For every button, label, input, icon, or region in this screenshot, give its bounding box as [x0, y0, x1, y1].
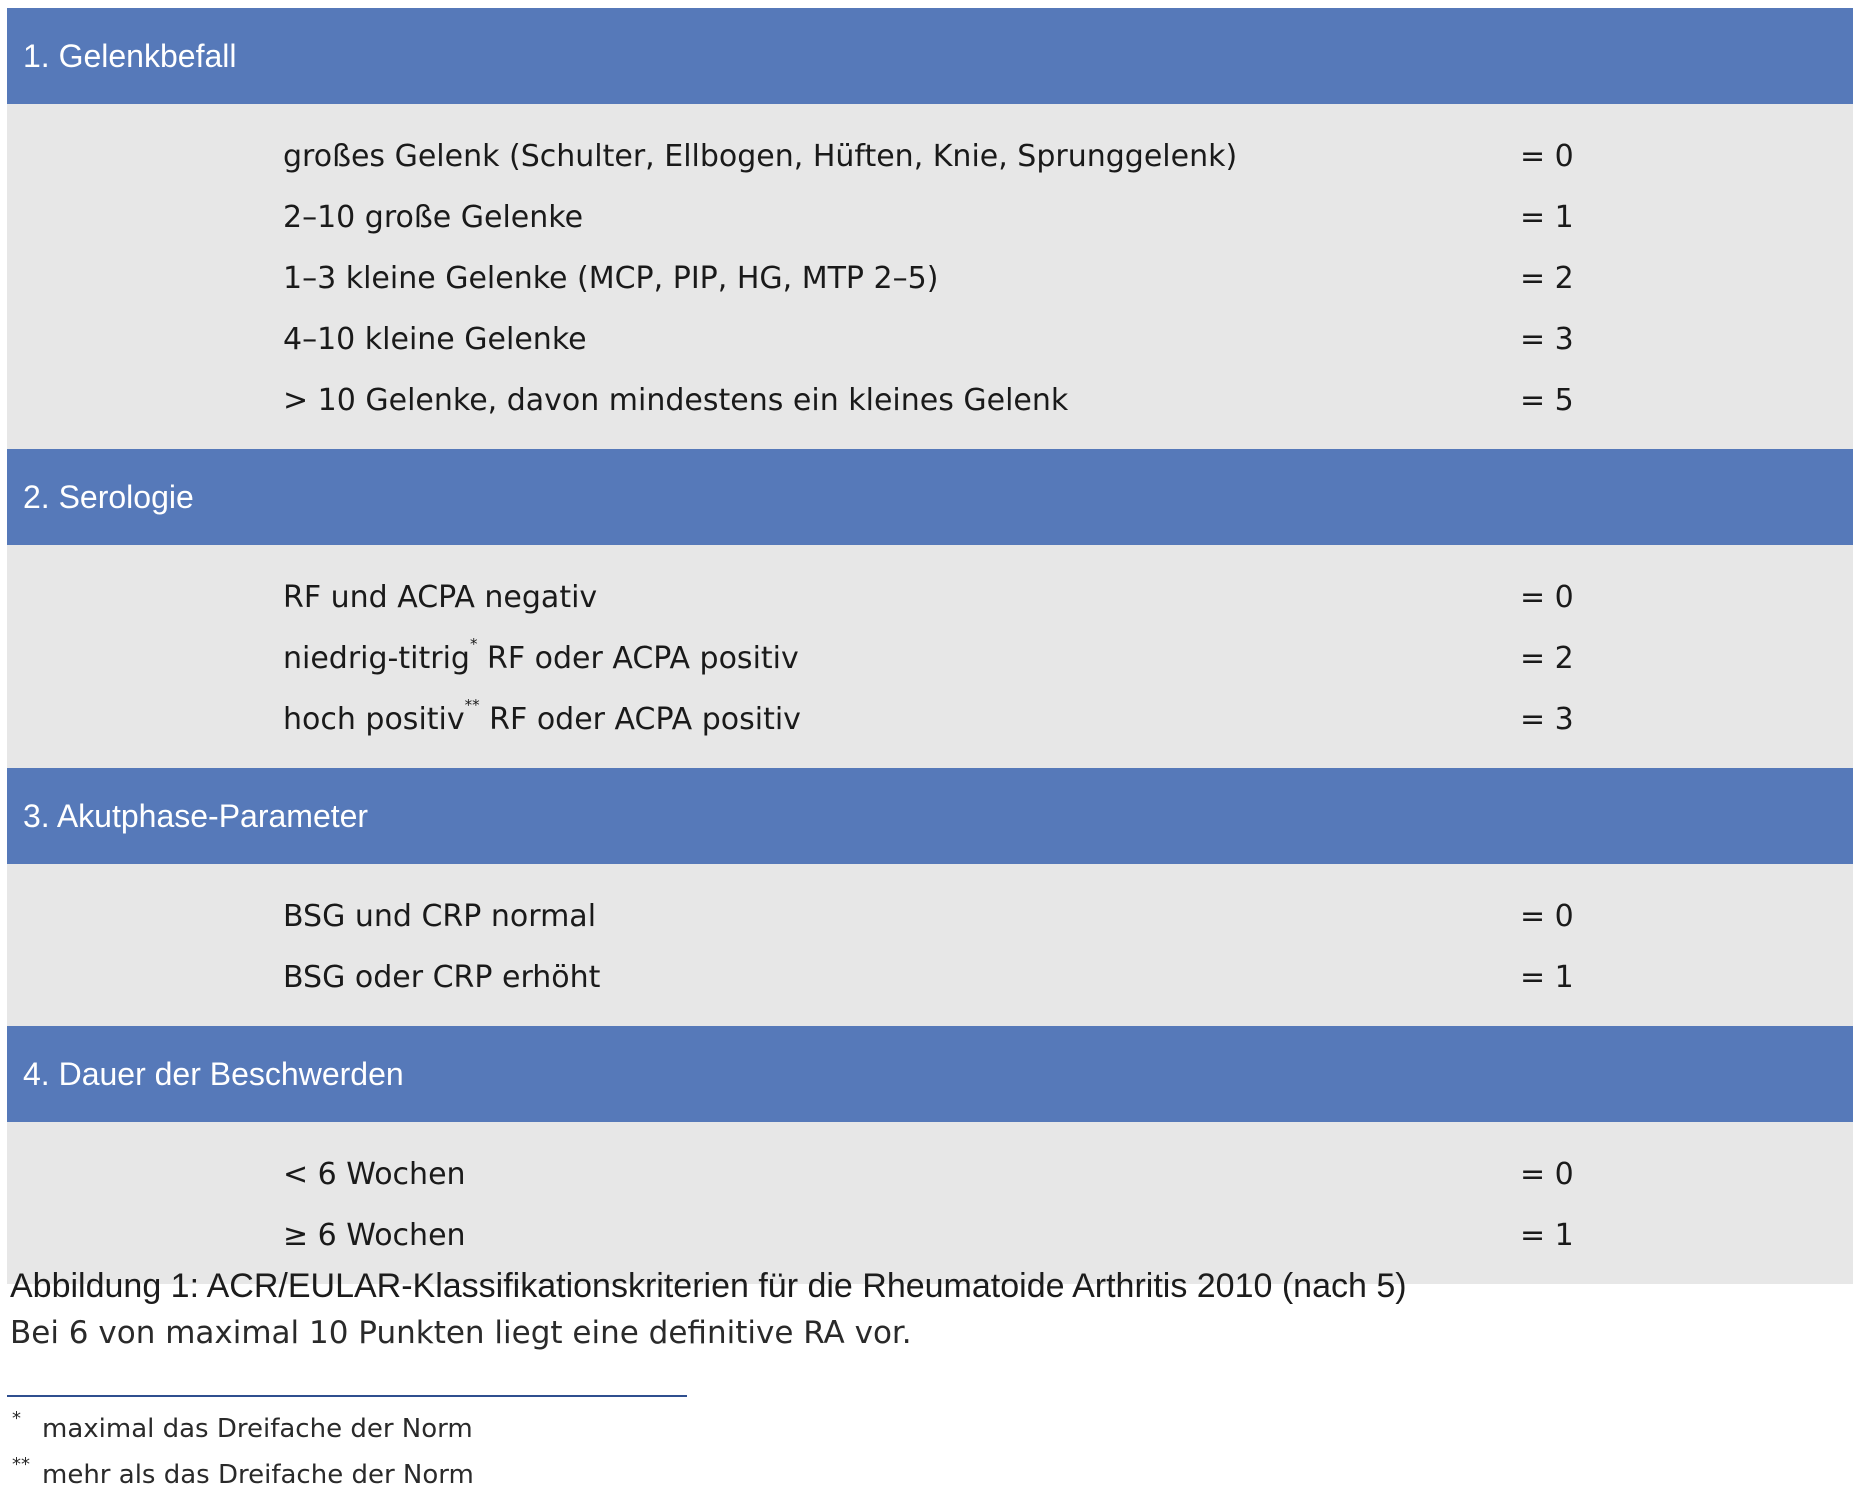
criterion-text: > 10 Gelenke, davon mindestens ein klein… — [283, 383, 1069, 418]
section-serologie: 2. Serologie RF und ACPA negativ = 0 nie… — [7, 449, 1853, 768]
criterion-text: BSG und CRP normal — [283, 899, 597, 934]
section-dauer: 4. Dauer der Beschwerden < 6 Wochen = 0 … — [7, 1026, 1853, 1284]
criterion-text: RF und ACPA negativ — [283, 580, 598, 615]
criterion-row: RF und ACPA negativ = 0 — [7, 567, 1853, 628]
section-title: 2. Serologie — [23, 478, 194, 515]
criterion-text: 4–10 kleine Gelenke — [283, 322, 587, 357]
section-body: RF und ACPA negativ = 0 niedrig-titrig* … — [7, 545, 1853, 768]
section-body: < 6 Wochen = 0 ≥ 6 Wochen = 1 — [7, 1122, 1853, 1284]
footnote-mark: ** — [12, 1454, 30, 1475]
footnote-text: mehr als das Dreifache der Norm — [42, 1460, 474, 1490]
footnote-divider — [7, 1395, 687, 1397]
criterion-row: ≥ 6 Wochen = 1 — [7, 1205, 1853, 1266]
criterion-text: 1–3 kleine Gelenke (MCP, PIP, HG, MTP 2–… — [283, 261, 939, 296]
section-header: 1. Gelenkbefall — [7, 8, 1853, 104]
criterion-text: < 6 Wochen — [283, 1157, 466, 1192]
criterion-row: BSG oder CRP erhöht = 1 — [7, 947, 1853, 1008]
footnote-marker: ** — [464, 696, 480, 714]
criterion-text: niedrig-titrig* RF oder ACPA positiv — [283, 635, 799, 676]
section-body: großes Gelenk (Schulter, Ellbogen, Hüfte… — [7, 104, 1853, 449]
section-title: 3. Akutphase-Parameter — [23, 797, 369, 834]
criterion-text: BSG oder CRP erhöht — [283, 960, 601, 995]
section-body: BSG und CRP normal = 0 BSG oder CRP erhö… — [7, 864, 1853, 1026]
criterion-text: großes Gelenk (Schulter, Ellbogen, Hüfte… — [283, 139, 1238, 174]
criterion-score: = 2 — [1520, 641, 1574, 676]
footnote-text: maximal das Dreifache der Norm — [42, 1414, 473, 1444]
section-title: 1. Gelenkbefall — [23, 37, 237, 74]
footnote-mark: * — [12, 1408, 21, 1429]
criterion-row: hoch positiv** RF oder ACPA positiv = 3 — [7, 689, 1853, 750]
criterion-score: = 5 — [1520, 383, 1574, 418]
section-header: 3. Akutphase-Parameter — [7, 768, 1853, 864]
criterion-row: BSG und CRP normal = 0 — [7, 886, 1853, 947]
criterion-score: = 0 — [1520, 899, 1574, 934]
footnote-marker: * — [469, 635, 478, 653]
criterion-score: = 0 — [1520, 139, 1574, 174]
criteria-table: 1. Gelenkbefall großes Gelenk (Schulter,… — [7, 8, 1853, 1284]
criterion-score: = 3 — [1520, 702, 1574, 737]
criterion-score: = 1 — [1520, 960, 1574, 995]
criterion-row: niedrig-titrig* RF oder ACPA positiv = 2 — [7, 628, 1853, 689]
section-title: 4. Dauer der Beschwerden — [23, 1055, 404, 1092]
criterion-score: = 3 — [1520, 322, 1574, 357]
criterion-row: < 6 Wochen = 0 — [7, 1144, 1853, 1205]
caption-title: Abbildung 1: ACR/EULAR-Klassifikationskr… — [10, 1267, 1407, 1305]
criterion-text: ≥ 6 Wochen — [283, 1218, 466, 1253]
criterion-row: 2–10 große Gelenke = 1 — [7, 187, 1853, 248]
figure-caption: Abbildung 1: ACR/EULAR-Klassifikationskr… — [10, 1262, 1407, 1356]
criterion-row: großes Gelenk (Schulter, Ellbogen, Hüfte… — [7, 126, 1853, 187]
criterion-text: 2–10 große Gelenke — [283, 200, 584, 235]
criterion-score: = 2 — [1520, 261, 1574, 296]
criterion-score: = 1 — [1520, 1218, 1574, 1253]
criterion-score: = 1 — [1520, 200, 1574, 235]
section-akutphase: 3. Akutphase-Parameter BSG und CRP norma… — [7, 768, 1853, 1026]
section-header: 2. Serologie — [7, 449, 1853, 545]
criterion-row: 4–10 kleine Gelenke = 3 — [7, 309, 1853, 370]
section-gelenkbefall: 1. Gelenkbefall großes Gelenk (Schulter,… — [7, 8, 1853, 449]
criterion-row: 1–3 kleine Gelenke (MCP, PIP, HG, MTP 2–… — [7, 248, 1853, 309]
section-header: 4. Dauer der Beschwerden — [7, 1026, 1853, 1122]
criterion-row: > 10 Gelenke, davon mindestens ein klein… — [7, 370, 1853, 431]
criterion-text: hoch positiv** RF oder ACPA positiv — [283, 696, 801, 737]
criterion-score: = 0 — [1520, 1157, 1574, 1192]
criterion-score: = 0 — [1520, 580, 1574, 615]
caption-text: Bei 6 von maximal 10 Punkten liegt eine … — [10, 1315, 912, 1351]
